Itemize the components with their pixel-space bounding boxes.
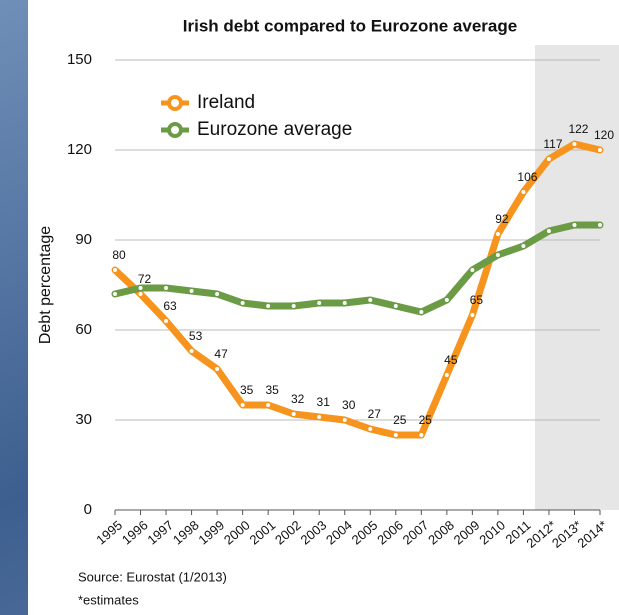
point	[215, 367, 220, 371]
point	[317, 415, 322, 419]
point	[521, 190, 526, 194]
point	[113, 268, 117, 272]
data-label: 35	[240, 383, 254, 397]
chart-title: Irish debt compared to Eurozone average	[183, 16, 517, 35]
point	[342, 301, 347, 305]
point	[393, 433, 398, 437]
y-tick-label: 0	[84, 501, 92, 518]
legend-marker	[167, 122, 183, 138]
point	[598, 223, 602, 227]
data-label: 53	[189, 329, 203, 343]
point	[546, 157, 551, 161]
point	[138, 292, 143, 296]
data-label: 92	[495, 212, 509, 226]
point	[215, 292, 220, 296]
data-label: 80	[112, 248, 126, 262]
data-label: 30	[342, 398, 356, 412]
series-line	[111, 221, 604, 316]
data-label: 35	[265, 383, 279, 397]
point	[342, 418, 347, 422]
point	[444, 298, 449, 302]
legend-label: Eurozone average	[197, 119, 352, 140]
source-note: Source: Eurostat (1/2013)	[78, 569, 227, 584]
point	[368, 298, 373, 302]
estimate-shade	[535, 45, 619, 510]
data-label: 31	[317, 395, 331, 409]
y-tick-label: 30	[75, 411, 92, 428]
y-tick-label: 150	[67, 51, 92, 68]
legend-marker	[167, 95, 183, 111]
point	[572, 142, 577, 146]
point	[189, 349, 194, 353]
point	[470, 313, 475, 317]
point	[240, 403, 245, 407]
data-label: 65	[470, 293, 484, 307]
point	[189, 289, 194, 293]
legend-label: Ireland	[197, 92, 255, 113]
data-label: 122	[568, 122, 588, 136]
point	[598, 148, 602, 152]
point	[266, 403, 271, 407]
point	[164, 319, 169, 323]
data-label: 120	[594, 128, 614, 142]
point	[419, 433, 424, 437]
data-label: 117	[543, 137, 562, 151]
point	[317, 301, 322, 305]
data-label: 27	[368, 407, 382, 421]
point	[113, 292, 117, 296]
data-label: 47	[214, 347, 228, 361]
point	[291, 304, 296, 308]
point	[138, 286, 143, 290]
y-tick-label: 120	[67, 141, 92, 158]
panel	[28, 0, 619, 615]
point	[495, 232, 500, 236]
data-label: 25	[393, 413, 407, 427]
data-label: 45	[444, 353, 458, 367]
point	[495, 253, 500, 257]
data-label: 72	[138, 272, 152, 286]
data-label: 106	[517, 170, 537, 184]
point	[368, 427, 373, 431]
point	[546, 229, 551, 233]
point	[470, 268, 475, 272]
estimate-note: *estimates	[78, 592, 139, 607]
data-label: 25	[419, 413, 433, 427]
data-label: 32	[291, 392, 305, 406]
point	[240, 301, 245, 305]
series-line	[111, 140, 604, 439]
point	[572, 223, 577, 227]
data-label: 63	[163, 299, 177, 313]
y-tick-label: 90	[75, 231, 92, 248]
point	[444, 373, 449, 377]
point	[164, 286, 169, 290]
point	[393, 304, 398, 308]
y-axis-label: Debt percentage	[37, 226, 54, 344]
point	[266, 304, 271, 308]
point	[291, 412, 296, 416]
point	[521, 244, 526, 248]
y-tick-label: 60	[75, 321, 92, 338]
point	[419, 310, 424, 314]
